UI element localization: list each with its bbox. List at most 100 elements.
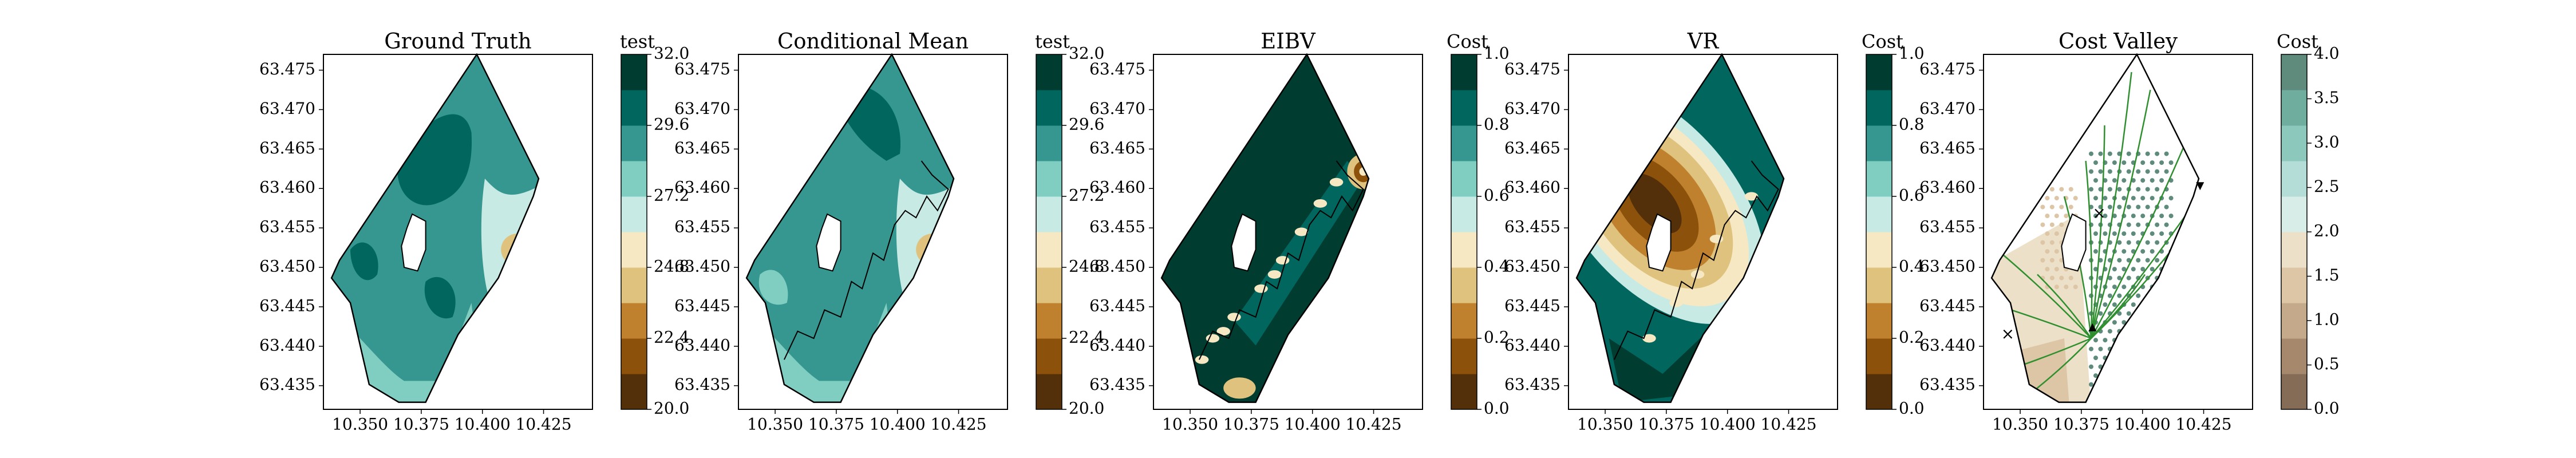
node-dot — [2150, 338, 2155, 343]
colorbar-tick-label: 0.8 — [1484, 115, 1510, 134]
node-dot — [2155, 240, 2160, 245]
node-dot — [2136, 204, 2141, 210]
node-dot — [2136, 187, 2141, 192]
panel-4: VR 63.475 63.470 63.465 63.460 63.455 63.450 63… — [1504, 29, 1925, 434]
y-tick-label: 63.470 — [259, 99, 315, 118]
y-tick-label: 63.440 — [259, 335, 315, 354]
node-dot — [2112, 178, 2117, 183]
node-dot — [2145, 240, 2150, 245]
node-dot — [2040, 222, 2045, 227]
node-dot — [2131, 391, 2136, 396]
colorbar-segment — [1451, 232, 1477, 268]
node-dot — [2093, 178, 2098, 183]
node-dot — [2150, 160, 2155, 165]
y-tick-label: 63.460 — [259, 178, 315, 197]
node-dot — [2054, 267, 2059, 272]
x-tick-label: 10.425 — [1761, 415, 1817, 434]
node-dot — [2045, 267, 2050, 272]
domain-outline — [1990, 53, 2200, 403]
colorbar-segment — [1866, 303, 1892, 339]
field-layer — [331, 54, 539, 402]
colorbar-tick-label: 20.0 — [1069, 399, 1104, 418]
tree-branch — [1996, 249, 2092, 339]
y-tick-label: 63.465 — [1504, 139, 1560, 157]
node-dot — [2155, 311, 2160, 316]
colorbar-segment — [2281, 267, 2307, 303]
colorbar-tick-label: 27.2 — [654, 186, 689, 205]
node-dot — [2112, 267, 2117, 272]
node-dot — [2159, 320, 2164, 325]
contour-region — [1223, 377, 1256, 399]
colorbar-segment — [621, 338, 647, 374]
colorbar-segment — [2281, 232, 2307, 268]
node-dot — [2164, 222, 2169, 227]
colorbar-segment — [1036, 196, 1062, 232]
target-marker — [2196, 182, 2204, 191]
colorbar-tick-label: 20.0 — [654, 399, 689, 418]
node-dot — [2126, 169, 2131, 174]
node-dot — [2145, 382, 2150, 387]
colorbar-segment — [2281, 338, 2307, 374]
colorbar-tick-label: 0.4 — [1899, 257, 1925, 276]
y-tick-label: 63.455 — [1504, 218, 1560, 236]
node-dot — [2107, 151, 2112, 156]
node-dot — [2155, 346, 2160, 352]
node-dot — [2117, 240, 2122, 245]
colorbar-segment — [621, 232, 647, 268]
colorbar-segment — [1451, 161, 1477, 197]
node-dot — [2126, 382, 2131, 387]
domain-outline — [1575, 53, 1785, 403]
y-tick-label: 63.435 — [674, 375, 730, 394]
node-dot — [2045, 214, 2050, 219]
contour-region — [1294, 227, 1309, 236]
node-dot — [2089, 346, 2093, 352]
y-tick-label: 63.445 — [259, 296, 315, 315]
node-dot — [2112, 214, 2117, 219]
island — [2061, 213, 2087, 272]
y-tick-label: 63.440 — [674, 335, 730, 354]
colorbar-tick-label: 24.8 — [1069, 257, 1104, 276]
node-dot — [2117, 382, 2122, 387]
node-dot — [2145, 187, 2150, 192]
node-dot — [2150, 267, 2155, 272]
node-dot — [2126, 346, 2131, 352]
node-dot — [2093, 356, 2098, 361]
contour-region — [520, 252, 533, 265]
node-dot — [2117, 346, 2122, 352]
contour-region — [1669, 298, 1683, 307]
node-dot — [2049, 222, 2055, 227]
x-tick-label: 10.375 — [393, 415, 449, 434]
colorbar-title: test — [620, 31, 655, 53]
colorbar-segment — [1866, 374, 1892, 410]
node-dot — [2089, 169, 2093, 174]
y-tick-label: 63.470 — [1089, 99, 1145, 118]
node-dot — [2098, 311, 2103, 316]
node-dot — [2145, 258, 2150, 263]
node-dot — [2049, 187, 2055, 192]
colorbar-segment — [2281, 196, 2307, 232]
node-dot — [2103, 302, 2108, 307]
colorbar-segment — [1036, 54, 1062, 90]
node-dot — [2045, 196, 2050, 201]
tree-branch — [2085, 160, 2093, 339]
node-dot — [2168, 391, 2174, 396]
panel-3: EIBV 63.475 63.470 63.465 63.460 63.455 63.450… — [1089, 29, 1510, 434]
node-dot — [2159, 373, 2164, 378]
node-dot — [2103, 391, 2108, 396]
tree-branch — [2037, 274, 2092, 339]
cross-marker: × — [2092, 204, 2105, 223]
node-dot — [2068, 275, 2073, 281]
colorbar-title: Cost — [1447, 31, 1488, 53]
node-dot — [2168, 302, 2174, 307]
panel-title: Ground Truth — [384, 29, 532, 54]
node-dot — [2159, 338, 2164, 343]
node-dot — [2059, 222, 2064, 227]
colorbar-segment — [1451, 303, 1477, 339]
contour-region — [1997, 338, 2070, 402]
x-tick-label: 10.425 — [1346, 415, 1402, 434]
y-tick-label: 63.465 — [259, 139, 315, 157]
node-dot — [2093, 231, 2098, 236]
panel-title: Cost Valley — [2059, 29, 2178, 54]
node-dot — [2155, 382, 2160, 387]
